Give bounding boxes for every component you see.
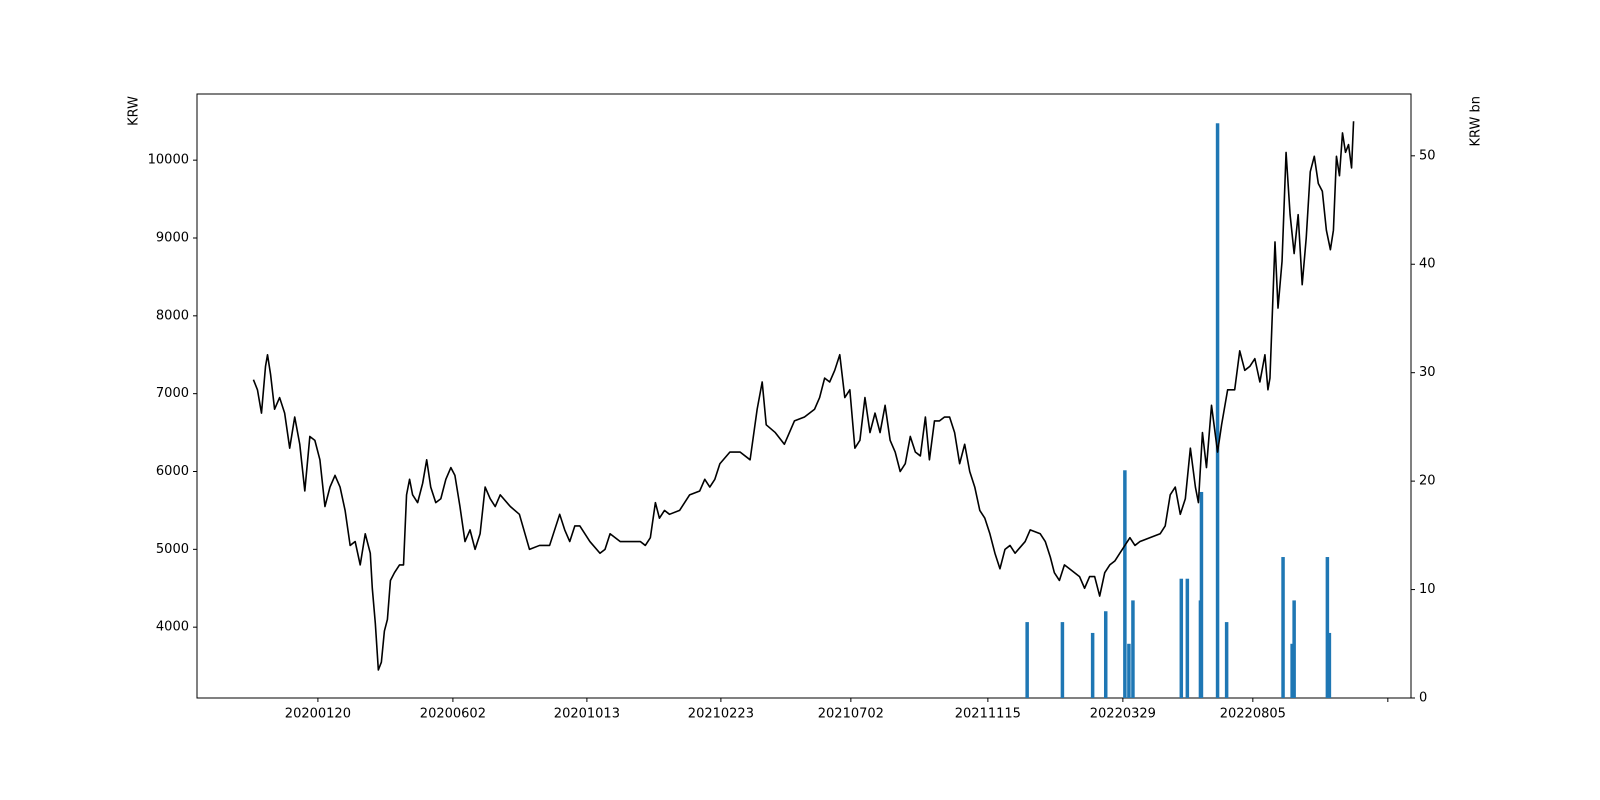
x-tick-label: 20211115 — [955, 707, 1021, 722]
bar — [1327, 632, 1332, 698]
y-tick-label: 9000 — [156, 230, 189, 245]
x-tick-label: 20201013 — [554, 707, 620, 722]
bar — [1131, 600, 1135, 698]
bar — [1281, 557, 1285, 698]
bar — [1224, 622, 1229, 698]
y2-tick-label: 10 — [1419, 582, 1436, 597]
y-tick-label: 10000 — [148, 153, 189, 168]
y2-tick-label: 50 — [1419, 148, 1436, 163]
x-tick-label: 20200602 — [420, 707, 486, 722]
y2-tick-label: 0 — [1419, 691, 1427, 706]
bar — [1290, 643, 1294, 698]
bar — [1292, 600, 1296, 698]
y2-tick-label: 30 — [1419, 365, 1436, 380]
bar — [1185, 578, 1190, 698]
price-line — [252, 121, 1355, 671]
bar — [1103, 611, 1108, 698]
x-tick-label: 20220329 — [1090, 707, 1156, 722]
y2-axis-label: KRW bn — [1469, 96, 1484, 147]
bar — [1025, 622, 1029, 698]
x-tick-label: 20220805 — [1220, 707, 1286, 722]
bar — [1325, 557, 1330, 698]
bar — [1179, 578, 1184, 698]
y-tick-label: 7000 — [156, 386, 189, 401]
bar — [1060, 622, 1065, 698]
x-tick-label: 20210702 — [818, 707, 884, 722]
bar — [1123, 470, 1127, 698]
y-tick-label: 5000 — [156, 542, 189, 557]
x-tick-label: 20210223 — [688, 707, 754, 722]
bar — [1090, 632, 1095, 698]
y-axis-label: KRW — [127, 96, 142, 126]
bar — [1127, 643, 1131, 698]
y-tick-label: 6000 — [156, 464, 189, 479]
y2-tick-label: 20 — [1419, 474, 1436, 489]
x-tick-label: 20200120 — [285, 707, 351, 722]
y2-tick-label: 40 — [1419, 257, 1436, 272]
bar — [1199, 491, 1204, 698]
y-tick-label: 8000 — [156, 308, 189, 323]
y-tick-label: 4000 — [156, 620, 189, 635]
bar — [1215, 123, 1220, 699]
plot-frame — [196, 93, 1412, 699]
